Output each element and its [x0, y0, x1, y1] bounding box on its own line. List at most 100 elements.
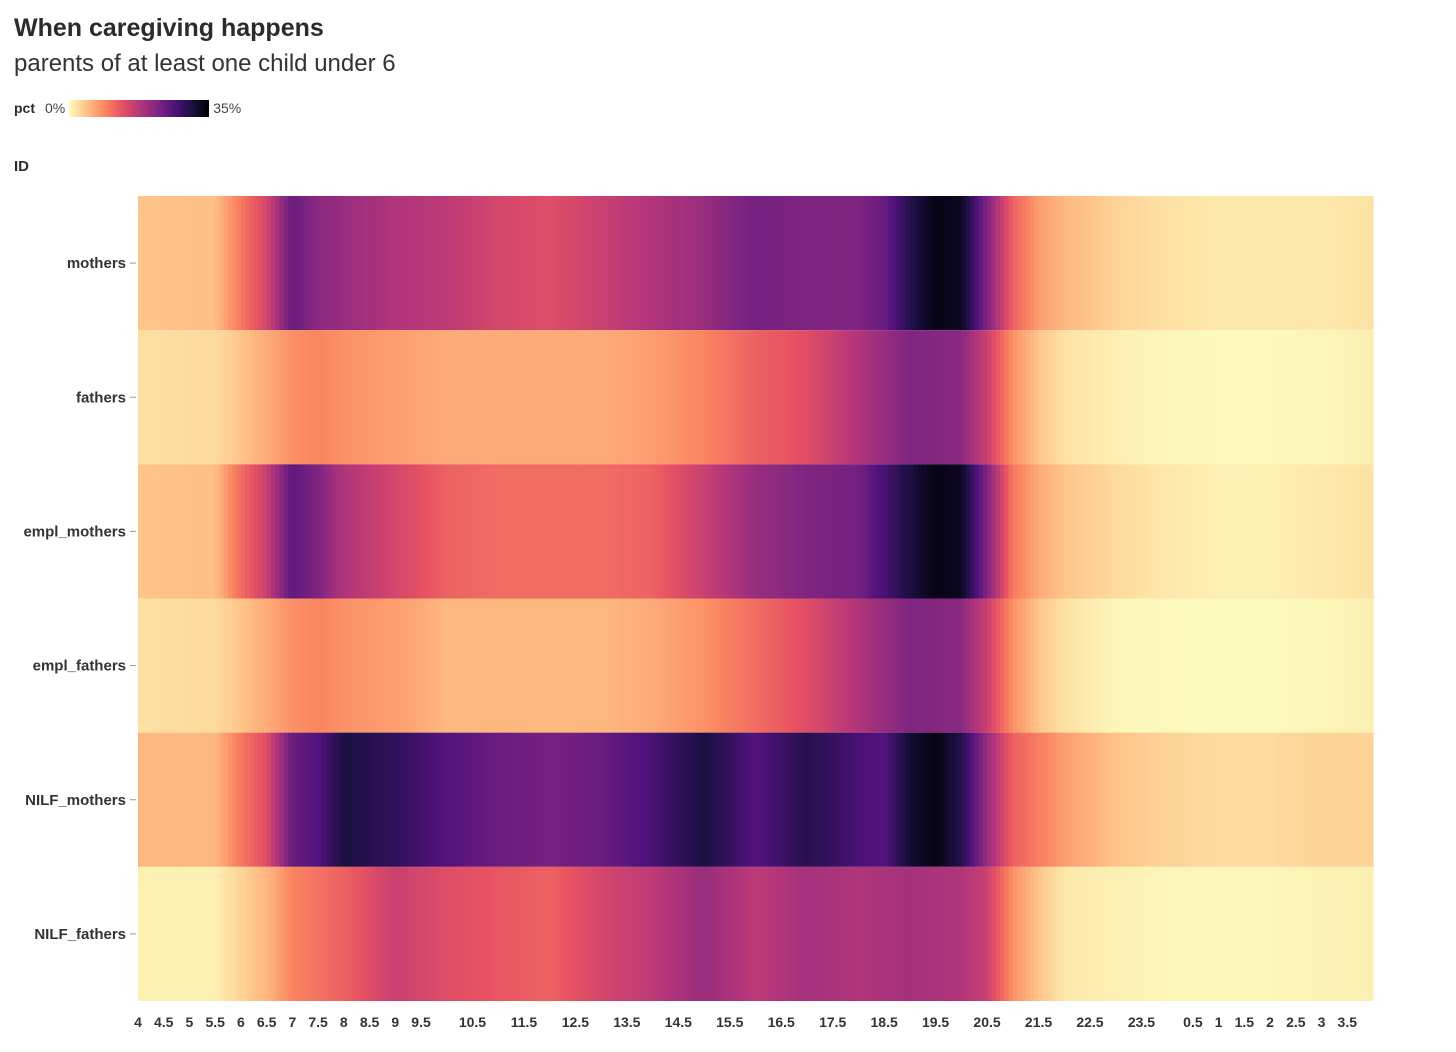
heatmap-cell: [1240, 732, 1245, 867]
heatmap-cell: [618, 464, 624, 599]
heatmap-cell: [776, 866, 782, 1001]
heatmap-cell: [232, 732, 238, 867]
heatmap-cell: [515, 196, 521, 331]
heatmap-cell: [519, 464, 525, 599]
heatmap-cell: [163, 464, 169, 599]
heatmap-cell: [918, 330, 924, 465]
heatmap-cell: [425, 196, 431, 331]
heatmap-cell: [455, 464, 461, 599]
heatmap-cell: [416, 330, 422, 465]
heatmap-cell: [506, 866, 512, 1001]
heatmap-cell: [348, 464, 354, 599]
heatmap-cell: [1102, 598, 1108, 733]
heatmap-cell: [579, 464, 585, 599]
heatmap-cell: [1047, 598, 1052, 733]
heatmap-cell: [1085, 196, 1091, 331]
heatmap-cell: [626, 196, 632, 331]
heatmap-cell: [1094, 196, 1100, 331]
heatmap-cell: [168, 866, 173, 1001]
heatmap-cell: [1334, 598, 1340, 733]
heatmap-cell: [879, 732, 885, 867]
heatmap-cell: [1077, 196, 1082, 331]
heatmap-cell: [1025, 330, 1031, 465]
heatmap-cell: [206, 866, 212, 1001]
heatmap-cell: [335, 330, 341, 465]
heatmap-cell: [1068, 464, 1074, 599]
heatmap-cell: [635, 330, 641, 465]
heatmap-cell: [502, 598, 508, 733]
heatmap-cell: [618, 330, 624, 465]
heatmap-cell: [738, 196, 744, 331]
heatmap-cell: [373, 866, 379, 1001]
heatmap-cell: [901, 196, 907, 331]
heatmap-cell: [1330, 598, 1336, 733]
heatmap-cell: [198, 866, 203, 1001]
heatmap-cell: [1261, 732, 1267, 867]
heatmap-cell: [365, 464, 371, 599]
heatmap-cell: [523, 464, 529, 599]
heatmap-cell: [343, 196, 349, 331]
heatmap-cell: [798, 866, 804, 1001]
heatmap-cell: [395, 196, 401, 331]
heatmap-cell: [695, 598, 701, 733]
heatmap-cell: [455, 866, 461, 1001]
heatmap-cell: [305, 196, 311, 331]
heatmap-cell: [386, 196, 392, 331]
heatmap-cell: [1321, 330, 1327, 465]
heatmap-cell: [1282, 464, 1288, 599]
heatmap-cell: [592, 464, 598, 599]
heatmap-cell: [583, 464, 589, 599]
heatmap-cell: [1047, 196, 1052, 331]
heatmap-cell: [1334, 866, 1340, 1001]
heatmap-cell: [699, 330, 705, 465]
heatmap-cell: [240, 598, 246, 733]
heatmap-cell: [1308, 598, 1314, 733]
heatmap-cell: [463, 866, 469, 1001]
heatmap-cell: [270, 598, 276, 733]
heatmap-cell: [403, 330, 409, 465]
heatmap-cell: [545, 464, 551, 599]
heatmap-cell: [1064, 866, 1070, 1001]
heatmap-cell: [309, 598, 315, 733]
heatmap-cell: [1141, 330, 1147, 465]
heatmap-cell: [421, 598, 426, 733]
heatmap-cell: [1231, 196, 1237, 331]
heatmap-cell: [1038, 330, 1044, 465]
heatmap-cell: [592, 196, 598, 331]
heatmap-cell: [1064, 196, 1070, 331]
heatmap-cell: [433, 598, 439, 733]
heatmap-cell: [802, 464, 808, 599]
heatmap-cell: [1342, 330, 1348, 465]
heatmap-cell: [339, 464, 345, 599]
heatmap-cell: [155, 866, 161, 1001]
heatmap-cell: [446, 866, 452, 1001]
heatmap-cell: [914, 598, 920, 733]
heatmap-cell: [369, 866, 375, 1001]
heatmap-cell: [168, 598, 173, 733]
heatmap-cell: [228, 330, 233, 465]
heatmap-cell: [798, 598, 804, 733]
heatmap-cell: [648, 464, 654, 599]
heatmap-cell: [1244, 196, 1250, 331]
heatmap-cell: [1162, 330, 1168, 465]
heatmap-cell: [1218, 196, 1224, 331]
heatmap-cell: [1025, 598, 1031, 733]
heatmap-cell: [785, 866, 791, 1001]
heatmap-row-NILF_fathers: [138, 866, 1374, 1001]
heatmap-cell: [515, 464, 521, 599]
heatmap-cell: [322, 196, 328, 331]
heatmap-cell: [1338, 598, 1344, 733]
heatmap-cell: [969, 866, 975, 1001]
heatmap-cell: [781, 866, 787, 1001]
heatmap-cell: [378, 732, 384, 867]
heatmap-cell: [451, 866, 456, 1001]
heatmap-cell: [1094, 330, 1100, 465]
heatmap-cell: [583, 866, 589, 1001]
heatmap-cell: [562, 196, 568, 331]
heatmap-cell: [502, 330, 508, 465]
heatmap-cell: [845, 732, 851, 867]
heatmap-cell: [1171, 866, 1177, 1001]
heatmap-cell: [330, 598, 336, 733]
heatmap-cell: [978, 464, 984, 599]
heatmap-cell: [1274, 196, 1280, 331]
